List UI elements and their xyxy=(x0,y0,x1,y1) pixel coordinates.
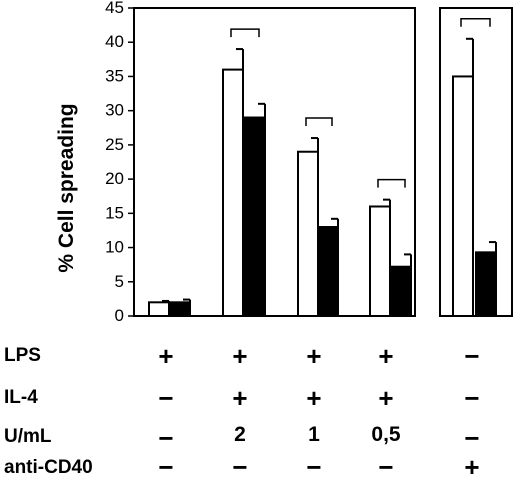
y-tick-label: 20 xyxy=(105,169,124,188)
y-tick-label: 30 xyxy=(105,101,124,120)
y-tick-label: 15 xyxy=(105,203,124,222)
bar-open xyxy=(222,68,244,317)
condition-cell: + xyxy=(378,383,394,413)
y-axis-label: % Cell spreading xyxy=(55,103,78,272)
condition-cell: + xyxy=(306,383,322,413)
y-tick-label: 5 xyxy=(115,272,124,291)
bar-open xyxy=(452,75,474,317)
condition-cell: 0,5 xyxy=(371,423,401,446)
chart-bars xyxy=(148,18,497,317)
bar-filled xyxy=(244,116,266,317)
condition-cell: − xyxy=(464,423,480,453)
condition-cell: − xyxy=(158,452,174,482)
row-label-il4: IL-4 xyxy=(4,387,38,408)
condition-cell: − xyxy=(306,452,322,482)
bar-open xyxy=(148,301,170,317)
condition-cell: − xyxy=(464,341,480,371)
condition-cell: − xyxy=(158,423,174,453)
comparison-bracket xyxy=(230,28,260,38)
row-label-anti-cd40: anti-CD40 xyxy=(4,457,93,478)
row-label-units: U/mL xyxy=(4,426,52,447)
condition-cell: + xyxy=(378,341,394,371)
bar-open xyxy=(369,205,391,317)
comparison-bracket xyxy=(377,178,406,188)
condition-cell: 2 xyxy=(234,423,246,446)
condition-cell: + xyxy=(306,341,322,371)
y-tick-label: 40 xyxy=(105,32,124,51)
condition-cell: + xyxy=(232,341,248,371)
comparison-bracket xyxy=(460,18,491,27)
condition-cell: − xyxy=(232,452,248,482)
condition-cell: + xyxy=(158,341,174,371)
bar-filled xyxy=(390,265,412,317)
y-tick-label: 0 xyxy=(115,306,124,325)
condition-cell: − xyxy=(158,383,174,413)
condition-cell: 1 xyxy=(308,423,320,446)
row-label-lps: LPS xyxy=(4,345,41,366)
y-tick-label: 10 xyxy=(105,238,124,257)
bar-filled xyxy=(169,301,191,317)
condition-cell: − xyxy=(464,383,480,413)
condition-cell: + xyxy=(464,452,480,482)
y-tick-label: 25 xyxy=(105,135,124,154)
bar-open xyxy=(297,150,319,317)
comparison-bracket xyxy=(305,117,333,127)
y-tick-label: 35 xyxy=(105,66,124,85)
y-tick-label: 45 xyxy=(105,0,124,17)
bar-filled xyxy=(317,226,339,317)
main-plot-frame xyxy=(133,7,416,317)
condition-cell: − xyxy=(378,452,394,482)
chart-axes: 0 5 10 15 20 25 30 35 40 45 xyxy=(105,0,513,325)
bar-filled xyxy=(475,251,497,317)
condition-cell: + xyxy=(232,383,248,413)
